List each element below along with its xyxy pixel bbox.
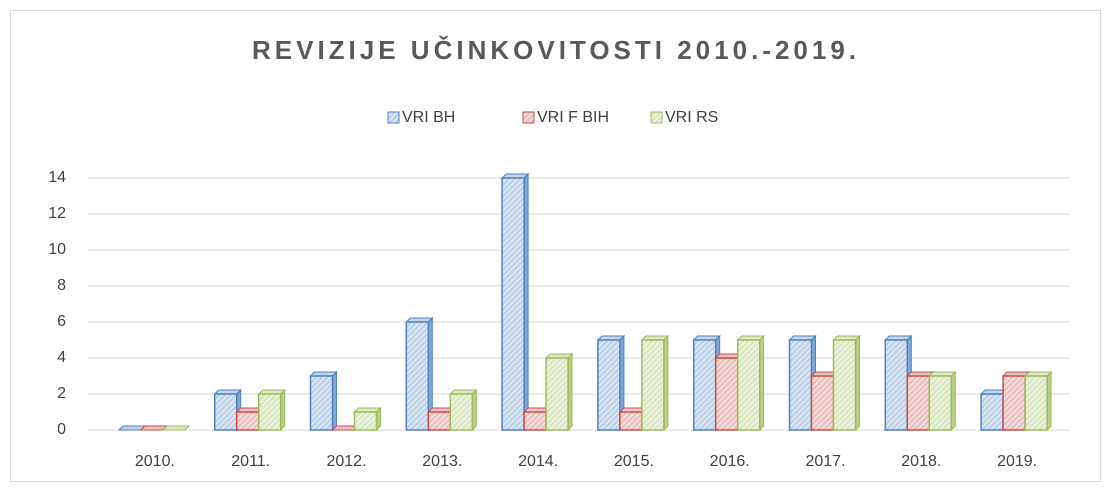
bar <box>501 177 525 431</box>
bar <box>597 339 621 431</box>
bar <box>523 411 547 431</box>
x-tick-label: 2012. <box>326 453 366 470</box>
bar <box>405 321 430 431</box>
bar <box>1024 375 1048 431</box>
x-tick-label: 2015. <box>614 453 654 470</box>
bar <box>235 411 260 431</box>
bar-side <box>184 425 190 431</box>
bar <box>788 339 813 431</box>
bar <box>619 411 643 431</box>
chart-title: REVIZIJE UČINKOVITOSTI 2010.-2019. <box>252 35 860 65</box>
legend-swatch <box>650 111 663 124</box>
x-tick-label: 2016. <box>710 453 750 470</box>
legend-label: VRI F BIH <box>537 109 609 126</box>
y-tick-label: 2 <box>57 385 66 402</box>
bar <box>1002 375 1026 431</box>
bar <box>714 357 739 431</box>
bar <box>641 339 665 431</box>
y-tick-label: 8 <box>57 277 66 294</box>
x-tick-label: 2018. <box>901 453 941 470</box>
bar <box>353 411 378 431</box>
x-tick-label: 2017. <box>805 453 845 470</box>
legend-label: VRI BH <box>402 109 455 126</box>
y-tick-label: 12 <box>48 205 66 222</box>
bar <box>427 411 452 431</box>
y-tick-label: 6 <box>57 313 66 330</box>
bar <box>906 375 931 431</box>
bar <box>980 393 1004 431</box>
bar <box>545 357 569 431</box>
bar <box>928 375 953 431</box>
y-tick-label: 10 <box>48 241 66 258</box>
x-tick-label: 2019. <box>997 453 1037 470</box>
x-tick-label: 2014. <box>518 453 558 470</box>
y-tick-label: 4 <box>57 349 66 366</box>
bar <box>884 339 909 431</box>
bar <box>213 393 238 431</box>
legend-swatch <box>387 111 400 124</box>
bar <box>736 339 761 431</box>
y-tick-label: 0 <box>57 421 66 438</box>
bar <box>832 339 857 431</box>
x-tick-label: 2011. <box>231 453 270 470</box>
bar <box>257 393 282 431</box>
legend-swatch <box>522 111 535 124</box>
x-tick-label: 2013. <box>422 453 462 470</box>
bar <box>309 375 334 431</box>
legend-label: VRI RS <box>665 109 718 126</box>
bar <box>810 375 835 431</box>
y-tick-label: 14 <box>48 169 66 186</box>
bar <box>692 339 717 431</box>
bar <box>449 393 474 431</box>
x-tick-label: 2010. <box>135 453 175 470</box>
